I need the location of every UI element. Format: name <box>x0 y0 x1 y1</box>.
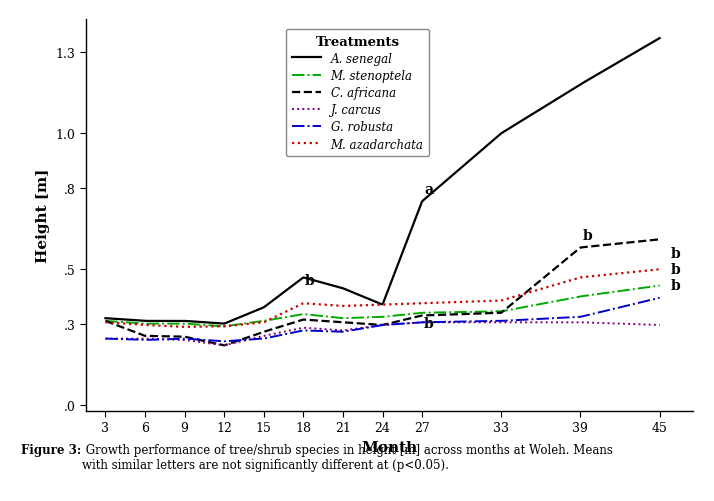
M. stenoptela <box>366 315 374 321</box>
M. azadarchata <box>402 301 411 307</box>
Text: b: b <box>582 228 592 242</box>
Line: M. stenoptela: M. stenoptela <box>106 286 660 327</box>
A. senegal <box>402 240 411 246</box>
G. robusta <box>643 298 652 304</box>
J. carcus <box>644 322 653 328</box>
J. carcus <box>558 320 566 326</box>
M. stenoptela <box>220 324 228 330</box>
G. robusta <box>402 321 411 327</box>
J. carcus <box>655 322 664 328</box>
Text: b: b <box>670 246 680 260</box>
A. senegal <box>655 36 664 42</box>
Text: b: b <box>424 317 433 331</box>
A. senegal <box>220 321 228 327</box>
A. senegal <box>556 94 565 100</box>
J. carcus <box>369 324 378 330</box>
C. africana <box>556 261 565 267</box>
Text: b: b <box>305 274 315 288</box>
Text: a: a <box>424 182 433 196</box>
G. robusta <box>556 315 565 321</box>
Text: Figure 3:: Figure 3: <box>21 443 81 456</box>
M. azadarchata <box>181 324 190 330</box>
J. carcus <box>433 320 442 326</box>
G. robusta <box>101 336 110 342</box>
C. africana <box>366 322 374 328</box>
Line: M. azadarchata: M. azadarchata <box>106 270 660 327</box>
M. stenoptela <box>432 310 441 316</box>
M. stenoptela <box>101 318 110 324</box>
A. senegal <box>101 316 110 322</box>
G. robusta <box>432 319 441 325</box>
M. stenoptela <box>369 315 378 321</box>
M. stenoptela <box>655 283 664 289</box>
Line: C. africana: C. africana <box>106 240 660 346</box>
J. carcus <box>419 320 428 326</box>
M. azadarchata <box>366 303 374 309</box>
C. africana <box>643 238 652 244</box>
M. azadarchata <box>556 281 565 287</box>
C. africana <box>432 312 441 318</box>
A. senegal <box>369 298 378 304</box>
G. robusta <box>369 324 378 330</box>
A. senegal <box>432 186 441 192</box>
C. africana <box>369 322 378 328</box>
M. stenoptela <box>402 312 411 318</box>
M. stenoptela <box>643 285 652 291</box>
A. senegal <box>643 43 652 49</box>
J. carcus <box>402 321 411 327</box>
Text: Growth performance of tree/shrub species in height [m] across months at Woleh. M: Growth performance of tree/shrub species… <box>82 443 613 471</box>
Line: J. carcus: J. carcus <box>106 323 660 346</box>
J. carcus <box>366 324 374 330</box>
Line: A. senegal: A. senegal <box>106 39 660 324</box>
Line: G. robusta: G. robusta <box>106 298 660 342</box>
M. azadarchata <box>655 267 664 273</box>
J. carcus <box>101 336 110 342</box>
M. azadarchata <box>101 320 110 326</box>
M. azadarchata <box>369 302 378 308</box>
Text: b: b <box>670 263 680 277</box>
C. africana <box>402 317 411 323</box>
G. robusta <box>655 295 664 301</box>
C. africana <box>101 318 110 324</box>
C. africana <box>220 343 228 349</box>
G. robusta <box>366 325 374 331</box>
M. stenoptela <box>556 298 565 304</box>
A. senegal <box>366 297 374 303</box>
G. robusta <box>220 339 228 345</box>
M. azadarchata <box>643 268 652 274</box>
C. africana <box>655 237 664 243</box>
M. azadarchata <box>432 300 441 306</box>
Text: b: b <box>670 279 680 293</box>
X-axis label: Month: Month <box>361 440 417 454</box>
Y-axis label: Height [m]: Height [m] <box>36 168 50 263</box>
Legend: A. senegal, M. stenoptela, C. africana, J. carcus, G. robusta, M. azadarchata: A. senegal, M. stenoptela, C. africana, … <box>286 30 429 157</box>
J. carcus <box>220 343 228 349</box>
